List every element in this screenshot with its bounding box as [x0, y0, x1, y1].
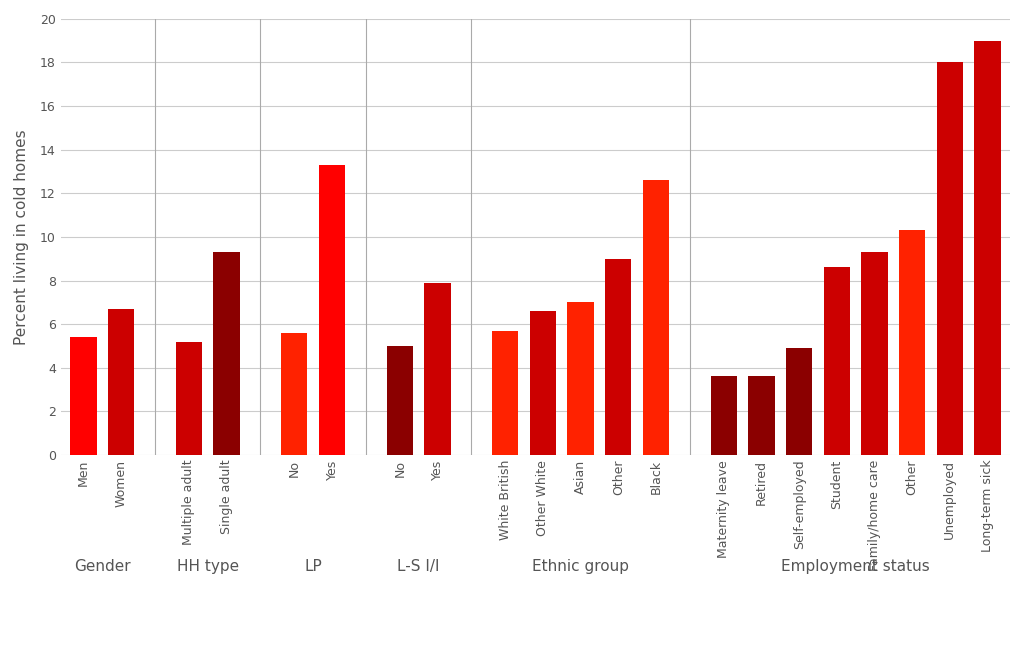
Bar	[71, 337, 96, 455]
Bar	[937, 62, 963, 455]
Bar	[605, 259, 632, 455]
Bar	[899, 230, 926, 455]
Bar	[493, 330, 518, 455]
Bar	[786, 348, 812, 455]
Bar	[529, 311, 556, 455]
Bar	[711, 377, 737, 455]
Bar	[282, 333, 307, 455]
Text: Ethnic group: Ethnic group	[532, 559, 629, 574]
Text: L-S I/I: L-S I/I	[397, 559, 440, 574]
Bar	[749, 377, 774, 455]
Bar	[424, 283, 451, 455]
Bar	[974, 41, 1000, 455]
Text: LP: LP	[304, 559, 322, 574]
Bar	[567, 302, 594, 455]
Text: Employment status: Employment status	[781, 559, 930, 574]
Bar	[861, 252, 888, 455]
Bar	[108, 309, 134, 455]
Bar	[318, 165, 345, 455]
Bar	[176, 342, 202, 455]
Bar	[643, 180, 669, 455]
Text: HH type: HH type	[176, 559, 239, 574]
Bar	[213, 252, 240, 455]
Bar	[823, 268, 850, 455]
Y-axis label: Percent living in cold homes: Percent living in cold homes	[14, 129, 29, 345]
Text: Gender: Gender	[74, 559, 130, 574]
Bar	[387, 346, 413, 455]
